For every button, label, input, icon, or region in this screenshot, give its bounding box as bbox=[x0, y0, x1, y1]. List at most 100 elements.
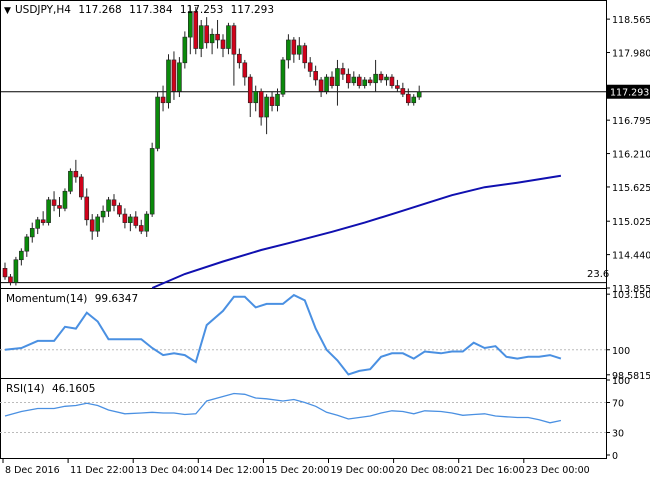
momentum-tick-label: 98.5815 bbox=[612, 371, 650, 382]
bearish-candle bbox=[269, 96, 275, 106]
momentum-layer bbox=[0, 293, 606, 376]
momentum-tick-label: 103.1506 bbox=[612, 290, 650, 301]
time-tick-label: 14 Dec 12:00 bbox=[200, 465, 264, 476]
bearish-candle bbox=[122, 213, 128, 223]
fib-level-label: 23.6 bbox=[587, 269, 609, 280]
bullish-candle bbox=[68, 170, 73, 192]
time-tick-label: 8 Dec 2016 bbox=[5, 465, 60, 476]
price-tick-label: 114.440 bbox=[612, 251, 650, 262]
price-tick-label: 116.795 bbox=[612, 116, 650, 127]
bearish-candle bbox=[237, 53, 242, 64]
bearish-candle bbox=[367, 79, 373, 84]
bullish-candle bbox=[286, 39, 291, 61]
bearish-candle bbox=[318, 79, 324, 92]
rsi-tick-label: 100 bbox=[612, 376, 630, 387]
bearish-candle bbox=[117, 205, 122, 215]
bearish-candle bbox=[356, 76, 362, 86]
bearish-candle bbox=[307, 62, 313, 72]
bullish-candle bbox=[188, 11, 193, 38]
momentum-line bbox=[4, 293, 562, 376]
low-value: 117.253 bbox=[180, 4, 223, 16]
rsi-panel bbox=[0, 378, 607, 459]
open-value: 117.268 bbox=[78, 4, 121, 16]
bearish-candle bbox=[231, 25, 237, 55]
bearish-candle bbox=[79, 176, 84, 198]
bearish-candle bbox=[346, 73, 351, 84]
bullish-candle bbox=[100, 210, 106, 218]
bearish-candle bbox=[242, 62, 248, 78]
bearish-candle bbox=[133, 216, 139, 226]
bullish-candle bbox=[24, 236, 30, 252]
bullish-candle bbox=[182, 36, 188, 64]
time-tick-label: 21 Dec 16:00 bbox=[461, 465, 525, 476]
bullish-candle bbox=[95, 216, 100, 232]
price-tick-label: 116.210 bbox=[612, 150, 650, 161]
bearish-candle bbox=[84, 196, 90, 221]
bullish-candle bbox=[280, 59, 286, 95]
bullish-candle bbox=[335, 68, 340, 86]
bearish-candle bbox=[258, 91, 264, 118]
time-tick-label: 23 Dec 00:00 bbox=[526, 465, 590, 476]
bullish-candle bbox=[13, 259, 19, 283]
rsi-tick-label: 70 bbox=[612, 399, 624, 410]
bullish-candle bbox=[149, 148, 155, 215]
bearish-candle bbox=[405, 93, 411, 104]
momentum-tick-label: 100 bbox=[612, 346, 630, 357]
bullish-candle bbox=[264, 96, 269, 118]
momentum-header: Momentum(14) 99.6347 bbox=[6, 293, 138, 305]
bearish-candle bbox=[73, 170, 79, 178]
bullish-candle bbox=[253, 91, 258, 104]
bullish-candle bbox=[19, 250, 24, 261]
time-tick-label: 19 Dec 00:00 bbox=[331, 465, 395, 476]
bearish-candle bbox=[395, 85, 400, 89]
price-tick-label: 115.025 bbox=[612, 217, 650, 228]
price-tick-label: 117.980 bbox=[612, 49, 650, 60]
bearish-candle bbox=[57, 205, 62, 209]
rsi-tick-label: 30 bbox=[612, 429, 624, 440]
bearish-candle bbox=[160, 96, 166, 104]
bullish-candle bbox=[62, 190, 68, 209]
bearish-candle bbox=[400, 88, 406, 95]
rsi-tick-label: 0 bbox=[612, 451, 618, 462]
bullish-candle bbox=[351, 76, 357, 84]
momentum-name: Momentum(14) bbox=[6, 293, 87, 305]
bearish-candle bbox=[89, 219, 95, 232]
rsi-line bbox=[4, 392, 562, 424]
bearish-candle bbox=[138, 225, 144, 232]
rsi-layer bbox=[0, 392, 606, 433]
bullish-candle bbox=[198, 25, 204, 49]
bearish-candle bbox=[171, 59, 177, 92]
current-price-label: 117.293 bbox=[610, 88, 649, 99]
rsi-name: RSI(14) bbox=[6, 383, 45, 395]
bearish-candle bbox=[313, 71, 318, 81]
bullish-candle bbox=[106, 199, 111, 212]
bearish-candle bbox=[2, 268, 8, 278]
bearish-candle bbox=[215, 33, 220, 41]
bearish-candle bbox=[302, 45, 308, 64]
bearish-candle bbox=[204, 25, 209, 44]
bullish-candle bbox=[296, 45, 302, 55]
bullish-candle bbox=[275, 93, 280, 106]
collapse-triangle-icon[interactable]: ▼ bbox=[4, 6, 11, 16]
bearish-candle bbox=[51, 199, 57, 206]
time-tick-label: 13 Dec 04:00 bbox=[135, 465, 199, 476]
bullish-candle bbox=[226, 25, 231, 49]
bullish-candle bbox=[166, 59, 171, 104]
bearish-candle bbox=[111, 199, 117, 206]
bullish-candle bbox=[35, 219, 41, 229]
bearish-candle bbox=[291, 39, 297, 55]
bearish-candle bbox=[378, 73, 384, 81]
bullish-candle bbox=[177, 62, 182, 92]
bearish-candle bbox=[220, 39, 226, 49]
bearish-candle bbox=[389, 76, 395, 86]
bearish-candle bbox=[340, 68, 346, 75]
close-value: 117.293 bbox=[231, 4, 274, 16]
price-tick-label: 113.855 bbox=[612, 284, 650, 295]
bullish-candle bbox=[29, 228, 35, 238]
price-panel bbox=[0, 0, 607, 289]
high-value: 117.384 bbox=[129, 4, 173, 16]
time-tick-label: 15 Dec 20:00 bbox=[265, 465, 329, 476]
bearish-candle bbox=[193, 11, 199, 49]
time-tick-label: 11 Dec 22:00 bbox=[70, 465, 134, 476]
